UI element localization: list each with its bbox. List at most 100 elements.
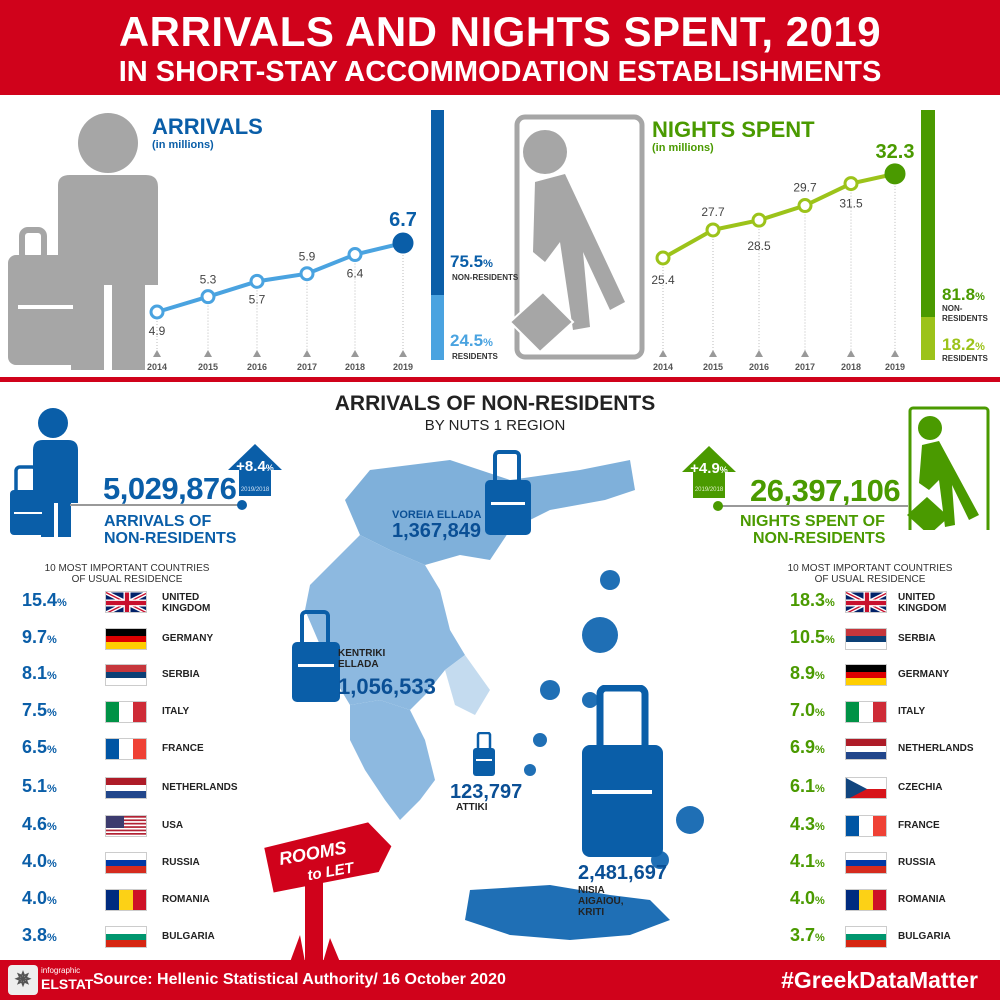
arrivals-year-label: 2018 [345, 362, 365, 372]
section-divider [0, 377, 1000, 382]
arrivals-year-label: 2014 [147, 362, 167, 372]
country-name: RUSSIA [162, 857, 200, 868]
arrivals-change-arrow-icon [228, 444, 282, 496]
country-pct: 7.5% [22, 700, 57, 720]
arrivals-change: +8.4% [236, 458, 274, 475]
country-row: 7.0% ITALY [790, 700, 990, 724]
region-label-kentriki-ellada: KENTRIKI ELLADA [338, 648, 386, 670]
section-title: ARRIVALS OF NON-RESIDENTS [334, 392, 656, 415]
nights-value-label: 28.5 [747, 239, 771, 253]
country-pct: 3.7% [790, 925, 825, 945]
country-pct: 18.3% [790, 590, 835, 610]
axis-tick-icon [351, 350, 359, 357]
flag-ru-icon [105, 852, 147, 874]
arrivals-chart-title: ARRIVALS [152, 114, 263, 139]
region-label-nisia-aigaiou: NISIA AIGAIOU, KRITI [578, 885, 624, 918]
country-row: 4.1% RUSSIA [790, 851, 990, 875]
country-name: ITALY [162, 706, 190, 717]
section-subtitle: BY NUTS 1 REGION [424, 417, 566, 434]
flag-rs-icon [845, 628, 887, 650]
country-name: ROMANIA [898, 894, 946, 905]
arrivals-point [200, 289, 216, 305]
region-value-nisia-aigaiou: 2,481,697 [578, 862, 667, 884]
country-pct: 6.1% [790, 776, 825, 796]
country-row: 15.4% UNITED KINGDOM [22, 590, 222, 614]
country-name: BULGARIA [162, 931, 215, 942]
flag-nl-icon [105, 777, 147, 799]
sleeping-person-icon [508, 114, 645, 360]
flag-cz-icon [845, 777, 887, 799]
country-pct: 3.8% [22, 925, 57, 945]
country-row: 8.9% GERMANY [790, 663, 990, 687]
nights-year-label: 2018 [841, 362, 861, 372]
country-pct: 6.5% [22, 737, 57, 757]
country-pct: 7.0% [790, 700, 825, 720]
flag-de-icon [845, 664, 887, 686]
country-pct: 9.7% [22, 627, 57, 647]
arrivals-year-label: 2019 [393, 362, 413, 372]
axis-tick-icon [891, 350, 899, 357]
country-row: 6.5% FRANCE [22, 737, 222, 761]
source-text: Source: Hellenic Statistical Authority/ … [93, 971, 506, 988]
logo-text-bottom: ELSTAT [41, 976, 94, 992]
country-pct: 15.4% [22, 590, 67, 610]
country-row: 4.3% FRANCE [790, 814, 990, 838]
arrivals-point [299, 266, 315, 282]
nights-value-label: 25.4 [651, 273, 675, 287]
arrivals-residents-pct: 24.5% [450, 331, 493, 350]
country-name: SERBIA [898, 633, 936, 644]
arrivals-value-label: 5.3 [200, 273, 217, 287]
country-pct: 10.5% [790, 627, 835, 647]
country-row: 4.0% RUSSIA [22, 851, 222, 875]
arrivals-connector-dot [237, 500, 247, 510]
non-resident-traveler-icon [10, 408, 78, 537]
country-row: 4.6% USA [22, 814, 222, 838]
country-pct: 4.0% [22, 851, 57, 871]
country-name: GERMANY [162, 633, 214, 644]
axis-tick-icon [253, 350, 261, 357]
arrivals-residents-label: RESIDENTS [452, 352, 498, 361]
region-value-attiki: 123,797 [450, 781, 523, 803]
country-pct: 8.9% [790, 663, 825, 683]
country-name: NETHERLANDS [898, 743, 974, 754]
hashtag: #GreekDataMatter [781, 967, 978, 993]
nights-chart-subtitle: (in millions) [652, 142, 714, 154]
nights-chart-title: NIGHTS SPENT [652, 117, 815, 142]
arrivals-caption-line1: ARRIVALS OF [104, 513, 212, 530]
nights-year-label: 2015 [703, 362, 723, 372]
axis-tick-icon [303, 350, 311, 357]
flag-us-icon [105, 815, 147, 837]
nights-caption-line1: NIGHTS SPENT OF [740, 513, 885, 530]
nights-total: 26,397,106 [750, 473, 901, 508]
arrivals-chart-subtitle: (in millions) [152, 139, 214, 151]
country-name: ITALY [898, 706, 926, 717]
arrivals-year-label: 2016 [247, 362, 267, 372]
axis-tick-icon [755, 350, 763, 357]
nights-change-period: 2019/2018 [694, 487, 724, 493]
region-attiki [445, 655, 490, 715]
country-pct: 4.0% [790, 888, 825, 908]
flag-uk-icon [845, 591, 887, 613]
region-kentriki-ellada [305, 535, 465, 710]
axis-tick-icon [709, 350, 717, 357]
axis-tick-icon [399, 350, 407, 357]
nights-point [705, 222, 721, 238]
footer-banner: ✵ infographic ELSTAT Source: Hellenic St… [0, 960, 1000, 1000]
arrivals-list-title: 10 MOST IMPORTANT COUNTRIES OF USUAL RESI… [44, 563, 210, 585]
rooms-to-let-sign-icon: ROOMS to LET [264, 822, 392, 962]
arrivals-point [249, 273, 265, 289]
nights-year-label: 2019 [885, 362, 905, 372]
arrivals-value-label: 4.9 [149, 324, 166, 338]
nights-point [797, 198, 813, 214]
arrivals-caption-line2: NON-RESIDENTS [104, 530, 237, 547]
page-title: ARRIVALS AND NIGHTS SPENT, 2019 [118, 8, 882, 55]
nights-change: +4.9% [690, 460, 728, 477]
arrivals-line-chart: 2014 2015 2016 2017 2018 2019 4.9 5.3 5.7 5.9 6.4 6… [147, 141, 914, 372]
arrivals-value-label: 6.7 [389, 209, 417, 231]
header-banner: ARRIVALS AND NIGHTS SPENT, 2019 IN SHORT… [0, 0, 1000, 95]
country-row: 10.5% SERBIA [790, 627, 990, 651]
country-name: UNITED KINGDOM [898, 592, 947, 614]
country-name: GERMANY [898, 669, 950, 680]
arrivals-total: 5,029,876 [103, 471, 237, 506]
flag-de-icon [105, 628, 147, 650]
